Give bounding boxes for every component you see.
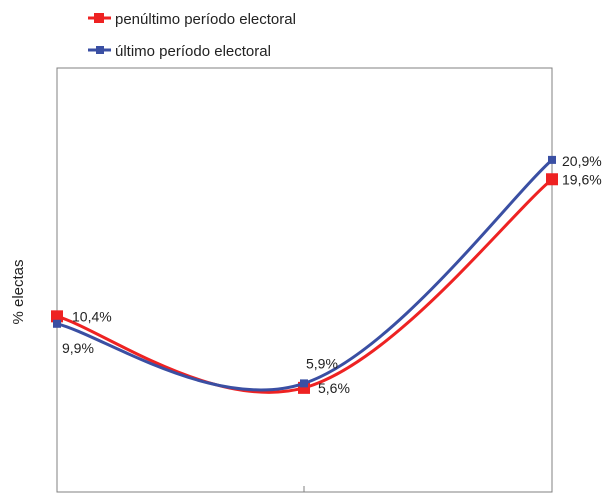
data-point-penultimo-2 [546, 173, 558, 186]
data-label-ultimo-0: 9,9% [62, 340, 94, 356]
data-label-penultimo-1: 5,6% [318, 380, 350, 396]
data-point-ultimo-2 [548, 155, 556, 164]
series-layer [51, 155, 558, 394]
data-label-penultimo-0: 10,4% [72, 308, 112, 324]
data-labels: 10,4% 5,6% 19,6% 9,9% 5,9% 20,9% [62, 153, 602, 396]
data-point-penultimo-0 [51, 310, 63, 323]
data-label-ultimo-2: 20,9% [562, 153, 602, 169]
legend-label-ultimo: último período electoral [115, 43, 271, 60]
plot-area [56, 67, 553, 493]
legend-marker-penultimo [94, 13, 104, 23]
data-label-penultimo-2: 19,6% [562, 171, 602, 187]
y-axis-label: % electas [10, 259, 27, 324]
legend-entry-penultimo: penúltimo período electoral [88, 11, 296, 28]
x-axis-ticks [56, 486, 553, 492]
legend-marker-ultimo [96, 46, 104, 54]
data-label-ultimo-1: 5,9% [306, 355, 338, 371]
legend-label-penultimo: penúltimo período electoral [115, 11, 296, 28]
data-point-ultimo-1 [300, 379, 308, 388]
data-point-ultimo-0 [53, 319, 61, 328]
legend: penúltimo período electoral último perío… [88, 11, 296, 60]
legend-entry-ultimo: último período electoral [88, 43, 271, 60]
